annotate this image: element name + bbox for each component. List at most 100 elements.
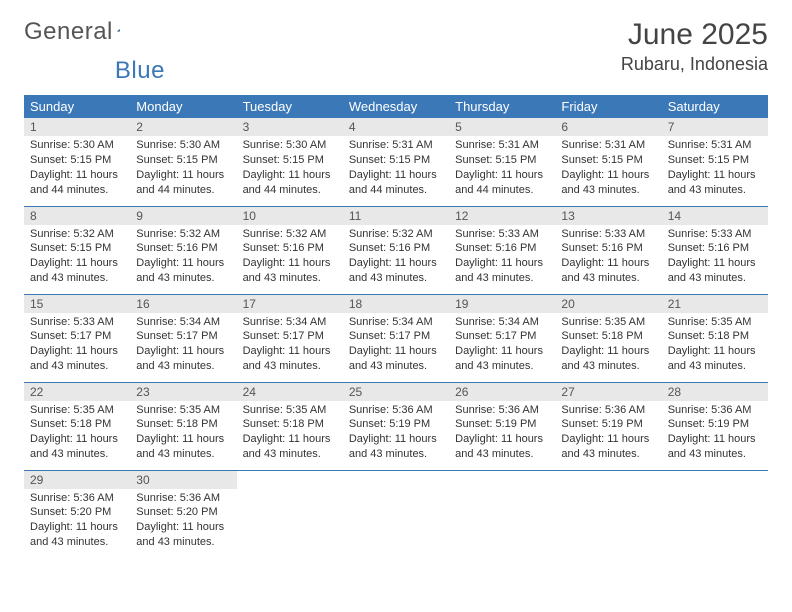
calendar-cell: 9Sunrise: 5:32 AMSunset: 5:16 PMDaylight…: [130, 206, 236, 294]
day-number: 6: [555, 118, 661, 136]
weekday-header: Tuesday: [237, 95, 343, 118]
day-number: 8: [24, 207, 130, 225]
calendar-cell: 23Sunrise: 5:35 AMSunset: 5:18 PMDayligh…: [130, 382, 236, 470]
calendar-cell: 15Sunrise: 5:33 AMSunset: 5:17 PMDayligh…: [24, 294, 130, 382]
calendar-cell: 10Sunrise: 5:32 AMSunset: 5:16 PMDayligh…: [237, 206, 343, 294]
calendar-cell: 29Sunrise: 5:36 AMSunset: 5:20 PMDayligh…: [24, 470, 130, 558]
day-number: 13: [555, 207, 661, 225]
day-details: Sunrise: 5:31 AMSunset: 5:15 PMDaylight:…: [555, 136, 661, 201]
day-number: 28: [662, 383, 768, 401]
day-details: Sunrise: 5:34 AMSunset: 5:17 PMDaylight:…: [449, 313, 555, 378]
calendar-cell: 25Sunrise: 5:36 AMSunset: 5:19 PMDayligh…: [343, 382, 449, 470]
calendar-week: 1Sunrise: 5:30 AMSunset: 5:15 PMDaylight…: [24, 118, 768, 206]
weekday-header: Wednesday: [343, 95, 449, 118]
day-details: Sunrise: 5:32 AMSunset: 5:16 PMDaylight:…: [343, 225, 449, 290]
calendar-cell: 5Sunrise: 5:31 AMSunset: 5:15 PMDaylight…: [449, 118, 555, 206]
calendar-cell: [449, 470, 555, 558]
day-details: Sunrise: 5:36 AMSunset: 5:19 PMDaylight:…: [343, 401, 449, 466]
weekday-header: Sunday: [24, 95, 130, 118]
weekday-header: Monday: [130, 95, 236, 118]
calendar-cell: 20Sunrise: 5:35 AMSunset: 5:18 PMDayligh…: [555, 294, 661, 382]
day-details: Sunrise: 5:34 AMSunset: 5:17 PMDaylight:…: [130, 313, 236, 378]
day-number: 20: [555, 295, 661, 313]
day-details: Sunrise: 5:31 AMSunset: 5:15 PMDaylight:…: [662, 136, 768, 201]
day-details: Sunrise: 5:36 AMSunset: 5:19 PMDaylight:…: [662, 401, 768, 466]
calendar-cell: 14Sunrise: 5:33 AMSunset: 5:16 PMDayligh…: [662, 206, 768, 294]
day-details: Sunrise: 5:33 AMSunset: 5:17 PMDaylight:…: [24, 313, 130, 378]
calendar-cell: 24Sunrise: 5:35 AMSunset: 5:18 PMDayligh…: [237, 382, 343, 470]
location-label: Rubaru, Indonesia: [621, 54, 768, 75]
day-details: Sunrise: 5:33 AMSunset: 5:16 PMDaylight:…: [449, 225, 555, 290]
day-number: 17: [237, 295, 343, 313]
calendar-week: 29Sunrise: 5:36 AMSunset: 5:20 PMDayligh…: [24, 470, 768, 558]
calendar-cell: 8Sunrise: 5:32 AMSunset: 5:15 PMDaylight…: [24, 206, 130, 294]
logo-text-blue: Blue: [115, 57, 165, 85]
day-details: Sunrise: 5:35 AMSunset: 5:18 PMDaylight:…: [237, 401, 343, 466]
day-details: Sunrise: 5:30 AMSunset: 5:15 PMDaylight:…: [24, 136, 130, 201]
calendar-cell: [343, 470, 449, 558]
day-details: Sunrise: 5:33 AMSunset: 5:16 PMDaylight:…: [662, 225, 768, 290]
day-details: Sunrise: 5:34 AMSunset: 5:17 PMDaylight:…: [343, 313, 449, 378]
day-details: Sunrise: 5:35 AMSunset: 5:18 PMDaylight:…: [555, 313, 661, 378]
calendar-cell: 3Sunrise: 5:30 AMSunset: 5:15 PMDaylight…: [237, 118, 343, 206]
calendar-cell: [555, 470, 661, 558]
day-details: Sunrise: 5:36 AMSunset: 5:19 PMDaylight:…: [449, 401, 555, 466]
weekday-header: Saturday: [662, 95, 768, 118]
logo: General: [24, 18, 139, 46]
calendar-cell: 16Sunrise: 5:34 AMSunset: 5:17 PMDayligh…: [130, 294, 236, 382]
logo-sail-icon: [117, 21, 121, 39]
calendar-cell: 30Sunrise: 5:36 AMSunset: 5:20 PMDayligh…: [130, 470, 236, 558]
day-number: 14: [662, 207, 768, 225]
day-number: 25: [343, 383, 449, 401]
day-details: Sunrise: 5:34 AMSunset: 5:17 PMDaylight:…: [237, 313, 343, 378]
calendar-body: 1Sunrise: 5:30 AMSunset: 5:15 PMDaylight…: [24, 118, 768, 558]
day-details: Sunrise: 5:35 AMSunset: 5:18 PMDaylight:…: [662, 313, 768, 378]
day-number: 3: [237, 118, 343, 136]
day-number: 15: [24, 295, 130, 313]
day-number: 10: [237, 207, 343, 225]
calendar-cell: 4Sunrise: 5:31 AMSunset: 5:15 PMDaylight…: [343, 118, 449, 206]
month-title: June 2025: [621, 18, 768, 52]
day-number: 27: [555, 383, 661, 401]
calendar-cell: 17Sunrise: 5:34 AMSunset: 5:17 PMDayligh…: [237, 294, 343, 382]
day-number: 30: [130, 471, 236, 489]
calendar-header: SundayMondayTuesdayWednesdayThursdayFrid…: [24, 95, 768, 118]
calendar-cell: 12Sunrise: 5:33 AMSunset: 5:16 PMDayligh…: [449, 206, 555, 294]
calendar-cell: 28Sunrise: 5:36 AMSunset: 5:19 PMDayligh…: [662, 382, 768, 470]
calendar-cell: 27Sunrise: 5:36 AMSunset: 5:19 PMDayligh…: [555, 382, 661, 470]
day-details: Sunrise: 5:30 AMSunset: 5:15 PMDaylight:…: [130, 136, 236, 201]
day-number: 22: [24, 383, 130, 401]
day-number: 26: [449, 383, 555, 401]
calendar-cell: 22Sunrise: 5:35 AMSunset: 5:18 PMDayligh…: [24, 382, 130, 470]
calendar-cell: 11Sunrise: 5:32 AMSunset: 5:16 PMDayligh…: [343, 206, 449, 294]
day-number: 9: [130, 207, 236, 225]
day-details: Sunrise: 5:32 AMSunset: 5:15 PMDaylight:…: [24, 225, 130, 290]
day-number: 29: [24, 471, 130, 489]
calendar-cell: 26Sunrise: 5:36 AMSunset: 5:19 PMDayligh…: [449, 382, 555, 470]
day-details: Sunrise: 5:33 AMSunset: 5:16 PMDaylight:…: [555, 225, 661, 290]
day-number: 4: [343, 118, 449, 136]
day-number: 7: [662, 118, 768, 136]
day-number: 21: [662, 295, 768, 313]
weekday-header: Thursday: [449, 95, 555, 118]
day-details: Sunrise: 5:31 AMSunset: 5:15 PMDaylight:…: [343, 136, 449, 201]
calendar-cell: 6Sunrise: 5:31 AMSunset: 5:15 PMDaylight…: [555, 118, 661, 206]
day-number: 23: [130, 383, 236, 401]
calendar-cell: 19Sunrise: 5:34 AMSunset: 5:17 PMDayligh…: [449, 294, 555, 382]
calendar-week: 15Sunrise: 5:33 AMSunset: 5:17 PMDayligh…: [24, 294, 768, 382]
logo-text-gray: General: [24, 18, 113, 46]
calendar-cell: [662, 470, 768, 558]
day-number: 24: [237, 383, 343, 401]
day-number: 2: [130, 118, 236, 136]
calendar-cell: 13Sunrise: 5:33 AMSunset: 5:16 PMDayligh…: [555, 206, 661, 294]
calendar-cell: 21Sunrise: 5:35 AMSunset: 5:18 PMDayligh…: [662, 294, 768, 382]
day-number: 12: [449, 207, 555, 225]
day-number: 5: [449, 118, 555, 136]
day-number: 19: [449, 295, 555, 313]
calendar-cell: 2Sunrise: 5:30 AMSunset: 5:15 PMDaylight…: [130, 118, 236, 206]
calendar-week: 8Sunrise: 5:32 AMSunset: 5:15 PMDaylight…: [24, 206, 768, 294]
day-details: Sunrise: 5:32 AMSunset: 5:16 PMDaylight:…: [237, 225, 343, 290]
day-number: 18: [343, 295, 449, 313]
day-details: Sunrise: 5:31 AMSunset: 5:15 PMDaylight:…: [449, 136, 555, 201]
calendar-cell: [237, 470, 343, 558]
